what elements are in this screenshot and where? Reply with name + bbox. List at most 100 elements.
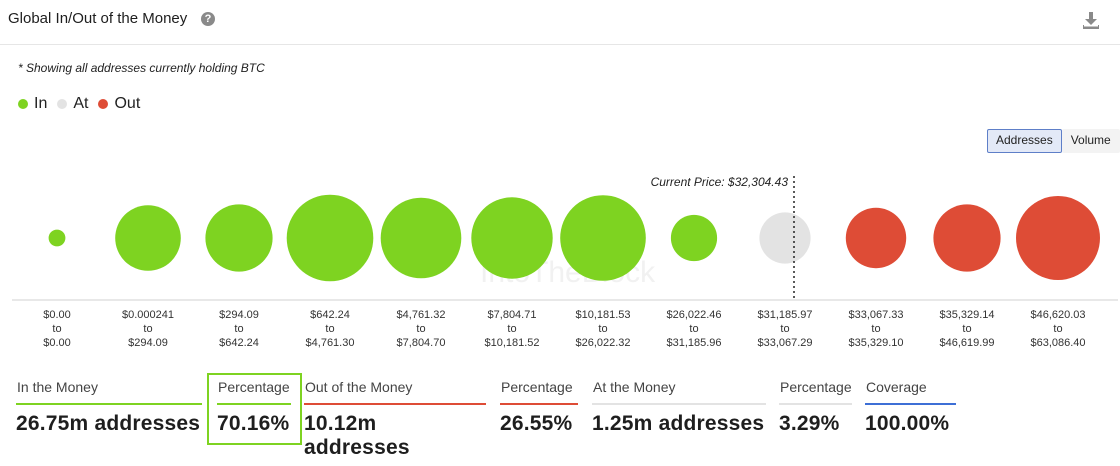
- legend-dot-out: [98, 99, 109, 109]
- legend-dot-at: [57, 99, 68, 109]
- range-label-connector: to: [234, 323, 243, 335]
- range-label-from: $10,181.53: [575, 309, 630, 321]
- addresses-toggle-button[interactable]: Addresses: [987, 129, 1062, 153]
- legend-label-in: In: [34, 95, 48, 112]
- range-label-to: $10,181.52: [484, 337, 539, 349]
- header-bar: Global In/Out of the Money ?: [0, 0, 1120, 45]
- range-label-connector: to: [598, 323, 607, 335]
- stat-label: Percentage: [780, 379, 852, 395]
- range-label-from: $46,620.03: [1030, 309, 1085, 321]
- stat-bar: [16, 403, 202, 405]
- stat-bar: [304, 403, 486, 405]
- percentage-highlight-box: [207, 373, 302, 445]
- bubble-in[interactable]: [471, 197, 553, 279]
- stat-bar: [500, 403, 578, 405]
- range-label-to: $31,185.96: [666, 337, 721, 349]
- range-label-to: $0.00: [43, 337, 71, 349]
- stat-value: 1.25m addresses: [592, 412, 765, 435]
- legend-dot-in: [18, 99, 28, 109]
- stat-bar: [779, 403, 852, 405]
- legend-label-at: At: [73, 95, 89, 112]
- bubble-in[interactable]: [380, 197, 462, 279]
- range-label-from: $7,804.71: [488, 309, 537, 321]
- stat-label: Percentage: [501, 379, 573, 395]
- current-price-annotation: Current Price: $32,304.43: [651, 175, 795, 300]
- stat-value: 10.12m addresses: [304, 412, 410, 459]
- help-icon[interactable]: ?: [201, 12, 215, 26]
- bubble-in[interactable]: [48, 229, 66, 247]
- range-label-connector: to: [325, 323, 334, 335]
- legend-label-out: Out: [114, 95, 141, 112]
- range-label-to: $33,067.29: [757, 337, 812, 349]
- stat-value: 26.55%: [500, 412, 573, 435]
- bubble-at[interactable]: [759, 212, 811, 264]
- bubble-out[interactable]: [933, 204, 1001, 272]
- stat-bar: [217, 403, 291, 405]
- summary-stats: In the Money 26.75m addresses Percentage…: [0, 376, 1120, 459]
- stat-in-percentage: Percentage 70.16%: [217, 376, 291, 436]
- range-label-connector: to: [962, 323, 971, 335]
- bubble-out[interactable]: [1016, 196, 1100, 280]
- stat-label: In the Money: [17, 379, 98, 395]
- bubble-chart: IntoTheBlock $0.00to$0.00$0.000241to$294…: [12, 175, 1118, 349]
- range-label-from: $26,022.46: [666, 309, 721, 321]
- range-label-connector: to: [507, 323, 516, 335]
- range-label-connector: to: [871, 323, 880, 335]
- volume-toggle-button[interactable]: Volume: [1061, 129, 1120, 153]
- range-label-from: $294.09: [219, 309, 259, 321]
- range-labels: $0.00 to $0.00 $0.000241 to $294.09 $294.09 to $…: [43, 309, 1085, 349]
- stat-label: Percentage: [218, 379, 290, 395]
- range-label-from: $4,761.32: [397, 309, 446, 321]
- range-label-to: $294.09: [128, 337, 168, 349]
- stat-value: 26.75m addresses: [16, 412, 201, 435]
- range-label-from: $31,185.97: [757, 309, 812, 321]
- download-icon[interactable]: [1080, 10, 1102, 32]
- range-label-connector: to: [689, 323, 698, 335]
- metric-toggle: Addresses Volume: [987, 129, 1120, 153]
- range-label-from: $0.000241: [122, 309, 174, 321]
- range-label-from: $0.00: [43, 309, 71, 321]
- bubble-in[interactable]: [286, 194, 374, 282]
- stat-bar: [592, 403, 766, 405]
- range-label-connector: to: [52, 323, 61, 335]
- stat-in-the-money: In the Money 26.75m addresses: [16, 376, 202, 436]
- stat-label: Coverage: [866, 379, 927, 395]
- bubble-in[interactable]: [670, 214, 718, 262]
- range-label-from: $642.24: [310, 309, 350, 321]
- stat-coverage: Coverage 100.00%: [865, 376, 956, 436]
- range-label-to: $46,619.99: [939, 337, 994, 349]
- stat-value: 3.29%: [779, 412, 840, 435]
- stat-out-percentage: Percentage 26.55%: [500, 376, 578, 436]
- range-label-to: $63,086.40: [1030, 337, 1085, 349]
- stat-at-percentage: Percentage 3.29%: [779, 376, 852, 436]
- stat-out-of-the-money: Out of the Money 10.12m addresses: [304, 376, 486, 460]
- current-price-label: Current Price: $32,304.43: [651, 175, 789, 189]
- stat-at-the-money: At the Money 1.25m addresses: [592, 376, 766, 436]
- bubble-series: [48, 194, 1100, 282]
- stat-label: At the Money: [593, 379, 676, 395]
- range-label-connector: to: [143, 323, 152, 335]
- range-label-from: $33,067.33: [848, 309, 903, 321]
- bubble-in[interactable]: [205, 204, 273, 272]
- range-label-from: $35,329.14: [939, 309, 994, 321]
- range-label-to: $4,761.30: [306, 337, 355, 349]
- range-label-to: $35,329.10: [848, 337, 903, 349]
- range-label-to: $642.24: [219, 337, 259, 349]
- legend-item-in[interactable]: In: [18, 95, 47, 113]
- stat-value: 70.16%: [217, 412, 290, 435]
- range-label-connector: to: [1053, 323, 1062, 335]
- range-label-connector: to: [780, 323, 789, 335]
- stat-label: Out of the Money: [305, 379, 413, 395]
- legend-item-out[interactable]: Out: [98, 95, 140, 113]
- bubble-in[interactable]: [115, 205, 181, 271]
- stat-value: 100.00%: [865, 412, 950, 435]
- legend-item-at[interactable]: At: [57, 95, 88, 113]
- range-label-to: $26,022.32: [575, 337, 630, 349]
- range-label-to: $7,804.70: [397, 337, 446, 349]
- holding-note: * Showing all addresses currently holdin…: [18, 61, 265, 75]
- legend: In At Out: [18, 95, 150, 113]
- bubble-in[interactable]: [560, 195, 646, 281]
- page-title: Global In/Out of the Money: [8, 10, 188, 27]
- range-label-connector: to: [416, 323, 425, 335]
- bubble-out[interactable]: [845, 207, 907, 269]
